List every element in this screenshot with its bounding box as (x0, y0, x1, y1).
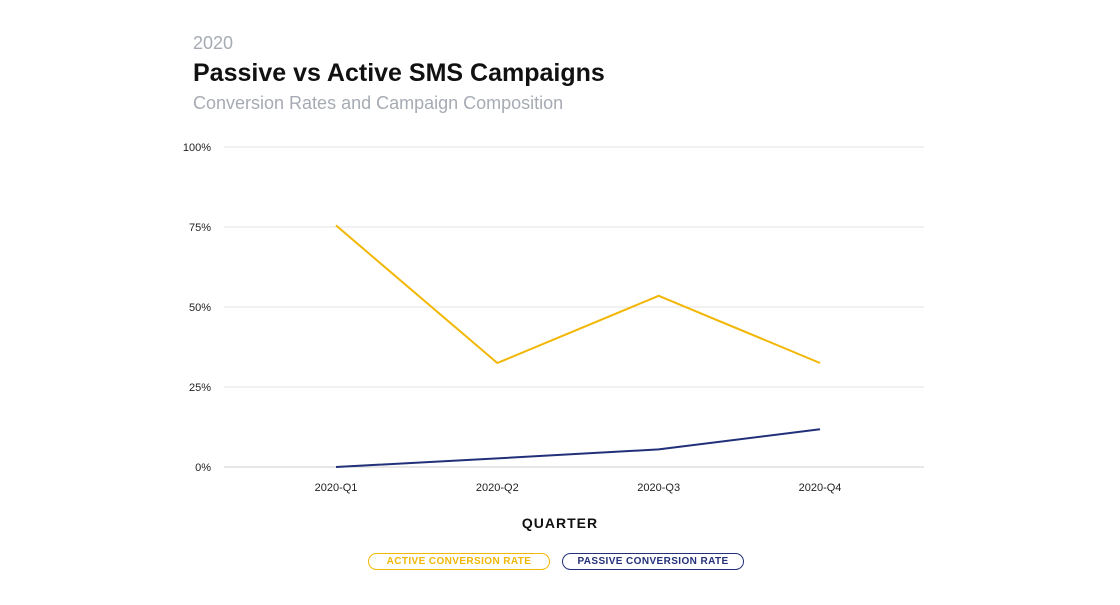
x-axis: 2020-Q1 2020-Q2 2020-Q3 2020-Q4 (315, 482, 842, 494)
x-tick-label: 2020-Q1 (315, 482, 358, 494)
x-axis-title: QUARTER (522, 515, 598, 531)
chart-header: 2020 Passive vs Active SMS Campaigns Con… (193, 32, 605, 115)
legend-item-active-conversion-rate[interactable]: ACTIVE CONVERSION RATE (368, 553, 550, 570)
y-tick-label: 0% (195, 462, 211, 474)
line-chart: 0%25%50%75%100% 2020-Q1 2020-Q2 2020-Q3 202… (183, 142, 924, 531)
x-tick-label: 2020-Q3 (637, 482, 680, 494)
series-line-passive-conversion-rate[interactable] (335, 428, 821, 468)
y-tick-label: 25% (189, 382, 211, 394)
chart-title: Passive vs Active SMS Campaigns (193, 59, 605, 87)
series-line-active-conversion-rate[interactable] (335, 224, 821, 364)
y-tick-label: 50% (189, 302, 211, 314)
y-axis: 0% 25% 50% 75% 100% (183, 142, 211, 474)
chart-year: 2020 (193, 33, 234, 53)
grid-lines (224, 146, 924, 468)
x-tick-label: 2020-Q4 (799, 482, 842, 494)
series-lines (335, 224, 821, 468)
y-tick-label: 100% (183, 142, 211, 154)
y-tick-label: 75% (189, 222, 211, 234)
legend: ACTIVE CONVERSION RATE PASSIVE CONVERSIO… (0, 553, 1120, 570)
legend-item-passive-conversion-rate[interactable]: PASSIVE CONVERSION RATE (562, 553, 744, 570)
chart-subtitle: Conversion Rates and Campaign Compositio… (193, 93, 564, 113)
x-tick-label: 2020-Q2 (476, 482, 519, 494)
